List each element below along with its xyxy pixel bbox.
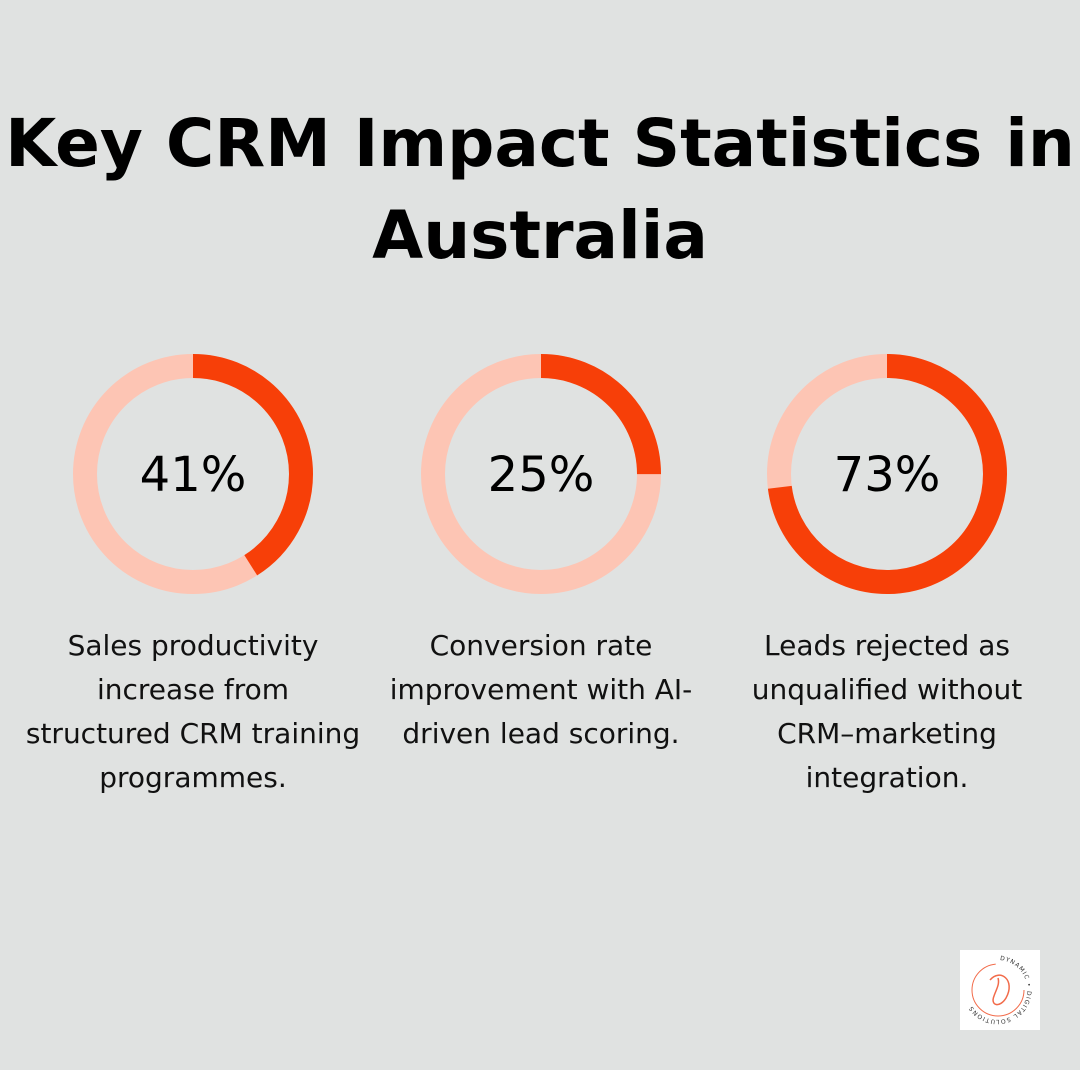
stat-card-1: 41% Sales productivity increase from str… [23, 352, 363, 800]
page-title: Key CRM Impact Statistics in Australia [5, 105, 1075, 274]
donut-value-arc [767, 354, 1007, 594]
donut-chart-1: 41% [73, 354, 313, 594]
company-logo: DYNAMIC • DIGITAL SOLUTIONS [960, 950, 1040, 1030]
donut-percent-label: 73% [834, 447, 941, 503]
donut-percent-label: 25% [488, 447, 595, 503]
stat-description-2: Conversion rate improvement with AI-driv… [389, 629, 693, 750]
stat-description-1: Sales productivity increase from structu… [25, 629, 361, 794]
donut-value-arc [421, 354, 661, 594]
stat-card-2: 25% Conversion rate improvement with AI-… [371, 352, 711, 756]
donut-value-arc [73, 354, 313, 594]
donut-percent-label: 41% [140, 447, 247, 503]
donut-chart-3: 73% [767, 354, 1007, 594]
donut-chart-2: 25% [421, 354, 661, 594]
svg-text:DYNAMIC • DIGITAL SOLUTIONS: DYNAMIC • DIGITAL SOLUTIONS [967, 955, 1032, 1025]
stat-card-3: 73% Leads rejected as unqualified withou… [717, 352, 1057, 800]
stat-description-3: Leads rejected as unqualified without CR… [751, 629, 1023, 794]
